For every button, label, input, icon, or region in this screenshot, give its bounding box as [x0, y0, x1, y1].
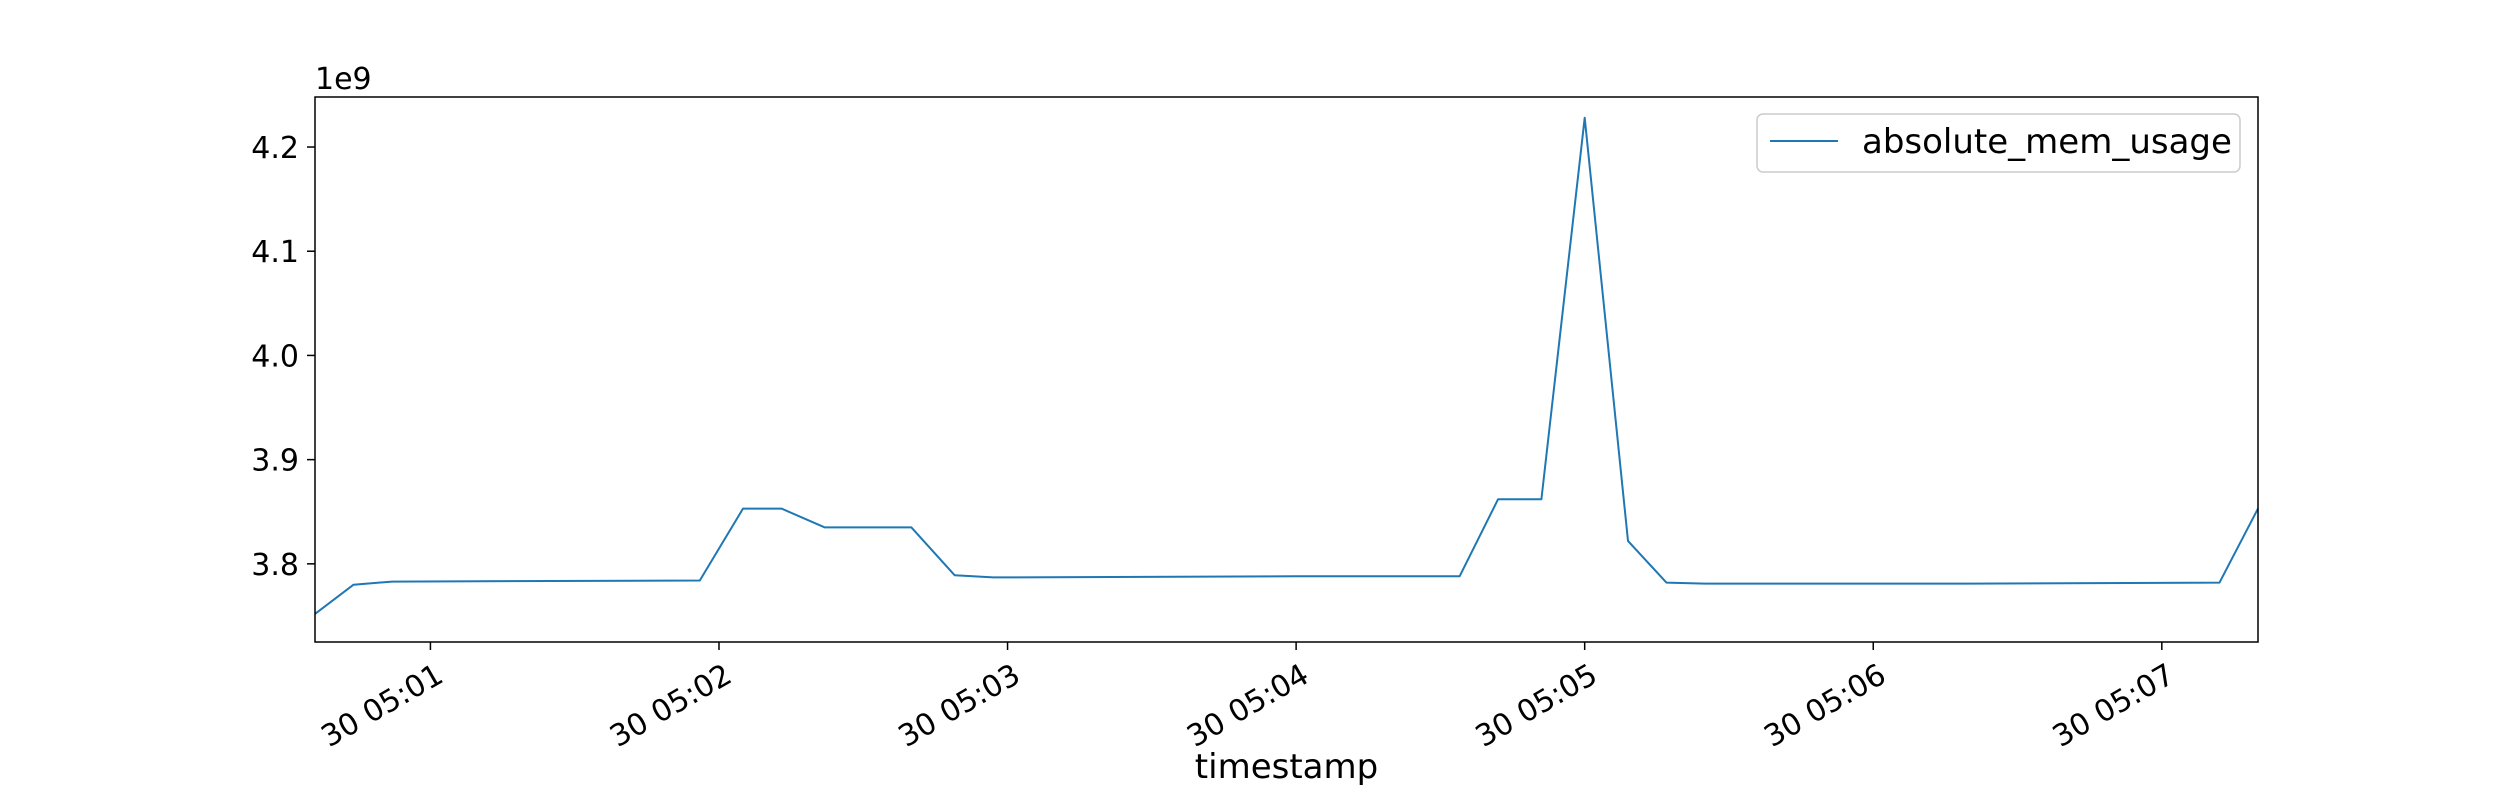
- y-tick-label: 4.2: [251, 131, 299, 166]
- y-tick-label: 3.9: [251, 444, 299, 479]
- y-tick-label: 3.8: [251, 548, 299, 583]
- plot-area: [314, 116, 2259, 615]
- x-tick-label: 30 05:05: [1470, 657, 1604, 754]
- series-line-absolute_mem_usage: [314, 116, 2259, 615]
- x-tick-label: 30 05:04: [1181, 657, 1315, 754]
- x-tick-label: 30 05:06: [1758, 657, 1892, 754]
- x-tick-label: 30 05:03: [893, 657, 1027, 754]
- axes-frame: [314, 96, 2259, 643]
- y-tick-label: 4.1: [251, 235, 299, 270]
- x-axis-title: timestamp: [1195, 747, 1378, 787]
- x-tick-label: 30 05:01: [316, 657, 450, 754]
- legend: absolute_mem_usage: [1756, 113, 2241, 173]
- axes: 3.8 3.9 4.0 4.1 4.2 30 05:01 30 05:02 30 05:03 3…: [251, 96, 2259, 755]
- y-tick-label: 4.0: [251, 339, 299, 374]
- legend-label: absolute_mem_usage: [1862, 122, 2232, 162]
- y-offset-label: 1e9: [315, 62, 372, 97]
- x-tick-label: 30 05:02: [604, 657, 738, 754]
- x-tick-label: 30 05:07: [2047, 657, 2181, 754]
- legend-box: [1756, 113, 2241, 173]
